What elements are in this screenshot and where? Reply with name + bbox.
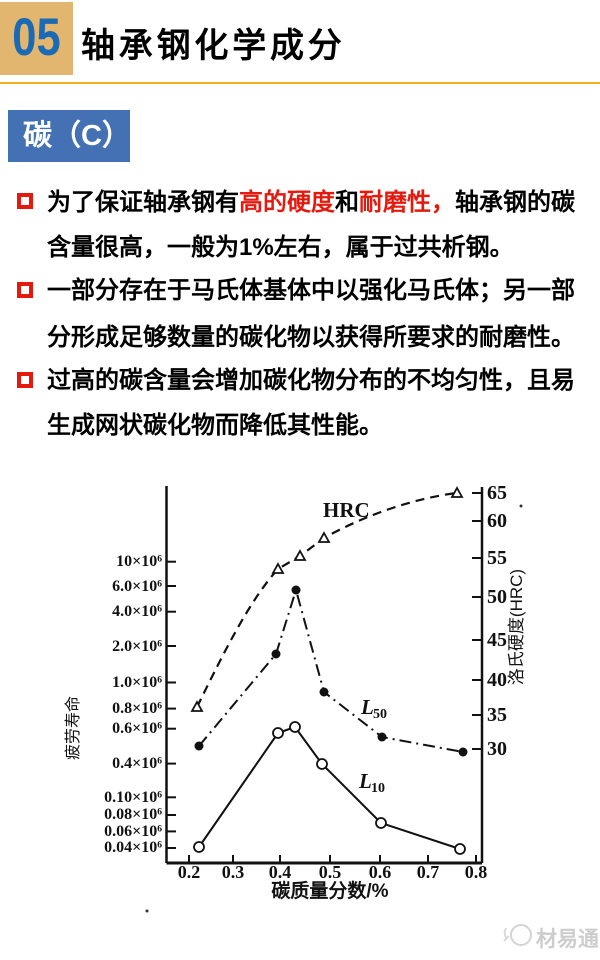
- svg-text:0.3: 0.3: [222, 862, 245, 882]
- svg-text:1.0×10⁶: 1.0×10⁶: [112, 674, 162, 691]
- svg-text:6.0×10⁶: 6.0×10⁶: [112, 578, 162, 595]
- svg-text:0.4: 0.4: [269, 862, 292, 882]
- svg-text:30: 30: [487, 738, 507, 760]
- svg-text:10×10⁶: 10×10⁶: [116, 553, 162, 570]
- svg-text:45: 45: [487, 629, 507, 651]
- svg-text:0.10×10⁶: 0.10×10⁶: [104, 789, 162, 806]
- svg-text:材易通: 材易通: [536, 927, 598, 951]
- svg-text:0.08×10⁶: 0.08×10⁶: [104, 806, 162, 823]
- svg-text:2.0×10⁶: 2.0×10⁶: [112, 638, 162, 655]
- svg-text:60: 60: [487, 510, 507, 532]
- svg-text:4.0×10⁶: 4.0×10⁶: [112, 603, 162, 620]
- svg-text:40: 40: [487, 669, 507, 691]
- svg-text:洛氏硬度(HRC): 洛氏硬度(HRC): [507, 569, 526, 685]
- svg-text:0.8: 0.8: [465, 862, 488, 882]
- svg-text:L: L: [358, 769, 372, 793]
- svg-text:HRC: HRC: [323, 498, 370, 522]
- svg-text:0.6×10⁶: 0.6×10⁶: [112, 720, 162, 737]
- svg-text:0.6: 0.6: [369, 862, 392, 882]
- svg-text:50: 50: [487, 586, 507, 608]
- svg-text:0.06×10⁶: 0.06×10⁶: [104, 823, 162, 840]
- svg-text:0.8×10⁶: 0.8×10⁶: [112, 700, 162, 717]
- svg-text:50: 50: [373, 707, 387, 722]
- svg-text:0.5: 0.5: [319, 862, 342, 882]
- svg-text:0.04×10⁶: 0.04×10⁶: [104, 839, 162, 856]
- svg-text:10: 10: [371, 781, 385, 796]
- svg-text:0.7: 0.7: [417, 862, 440, 882]
- svg-text:0.2: 0.2: [178, 862, 201, 882]
- svg-text:65: 65: [487, 482, 507, 504]
- svg-text:35: 35: [487, 704, 507, 726]
- svg-text:疲劳寿命: 疲劳寿命: [64, 696, 82, 760]
- svg-text:碳质量分数/%: 碳质量分数/%: [271, 879, 388, 902]
- svg-text:55: 55: [487, 547, 507, 569]
- svg-text:0.4×10⁶: 0.4×10⁶: [112, 755, 162, 772]
- svg-text:L: L: [360, 695, 374, 719]
